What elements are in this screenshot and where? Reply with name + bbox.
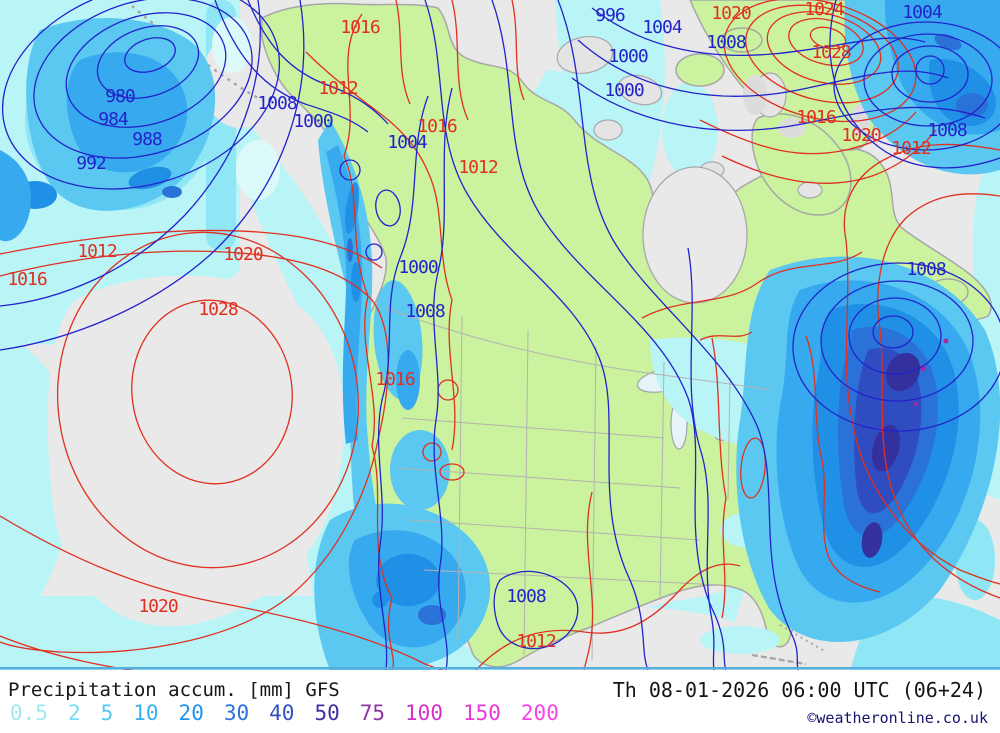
baffin-island	[751, 113, 852, 216]
map-title: Precipitation accum. [mm] GFS	[8, 679, 340, 701]
legend-value-0.5: 0.5	[10, 701, 48, 725]
legend-value-5: 5	[100, 701, 114, 725]
legend-value-100: 100	[405, 701, 443, 725]
legend-value-40: 40	[269, 701, 295, 725]
legend-value-75: 75	[359, 701, 386, 725]
map-canvas	[0, 0, 1000, 670]
legend-value-20: 20	[178, 701, 204, 725]
hudson-bay	[642, 166, 748, 304]
isobars-red	[0, 0, 1000, 670]
isobars-blue	[0, 0, 1000, 670]
map-bottom-border	[0, 667, 1000, 670]
legend-value-200: 200	[520, 701, 559, 725]
legend-value-50: 50	[314, 701, 340, 725]
precipitation-map: 980 984 988 992 1008 1000 996 1004 1000 1000 1004 1…	[0, 0, 1000, 670]
legend-value-30: 30	[223, 701, 250, 725]
legend-value-10: 10	[133, 701, 159, 725]
caption-bar: Precipitation accum. [mm] GFS Th 08-01-2…	[0, 670, 1000, 733]
island	[721, 27, 763, 53]
legend-value-150: 150	[462, 701, 501, 725]
legend-value-2: 2	[67, 701, 81, 725]
copyright: ©weatheronline.co.uk	[807, 709, 988, 727]
precip-scale-legend: 0.5 2 5 10 20 30 40 50 75 100 150 200	[10, 703, 579, 724]
valid-datetime: Th 08-01-2026 06:00 UTC (06+24)	[612, 678, 986, 702]
island	[675, 53, 725, 87]
